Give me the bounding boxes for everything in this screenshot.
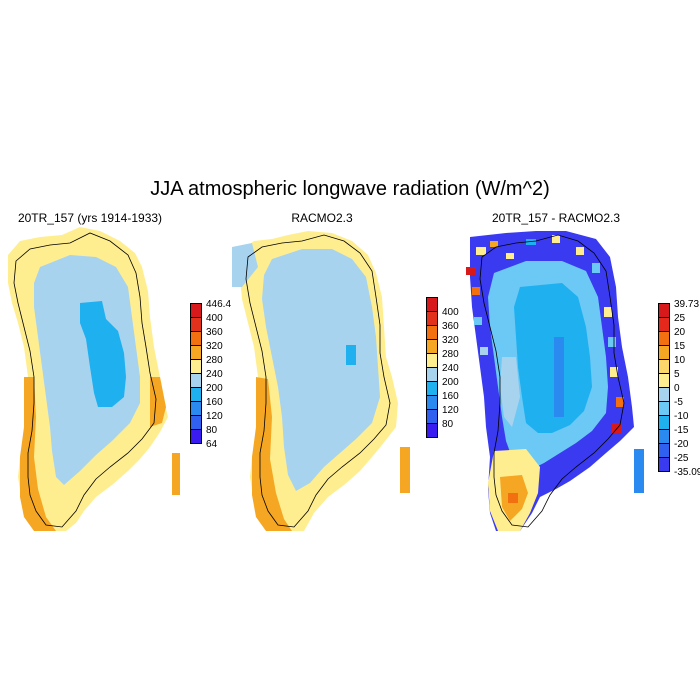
colorbar-segment [426, 409, 438, 424]
south-hot [508, 493, 518, 503]
colorbar-segment [190, 359, 202, 374]
colorbar-label: 320 [442, 335, 459, 346]
colorbar-label: 360 [206, 327, 223, 338]
panel-racmo: RACMO2.3 400 360 320 280 240 200 160 120 80 [232, 211, 459, 531]
greenland-map [0, 227, 180, 531]
orange-edge [20, 377, 56, 531]
colorbar-label: -10 [674, 411, 689, 422]
colorbar-label: 25 [674, 313, 686, 324]
colorbar-segment [190, 429, 202, 444]
coastline [245, 234, 391, 528]
colorbar-label: 80 [442, 419, 454, 430]
ice-mid [514, 283, 592, 433]
colorbar-label: 446.4 [206, 299, 232, 310]
colorbar-label: 360 [442, 321, 459, 332]
greenland-map [232, 227, 412, 531]
colorbar-segment [426, 339, 438, 354]
colorbar-label: 320 [206, 341, 223, 352]
colorbar-segment [658, 429, 670, 444]
colorbar-label: 64 [206, 439, 218, 450]
colorbar-label: 240 [206, 369, 223, 380]
light-interior [500, 357, 520, 427]
ice-core [80, 301, 126, 407]
colorbar-segment [426, 297, 438, 312]
colorbar-segment [658, 443, 670, 458]
colorbar-segment [190, 345, 202, 360]
ice-interior [34, 255, 140, 485]
ice-spot [346, 345, 356, 365]
colorbar-segment [426, 325, 438, 340]
colorbar-label: 280 [206, 355, 223, 366]
colorbar-label: 15 [674, 341, 686, 352]
colorbar-segment [658, 359, 670, 374]
colorbar-segment [190, 331, 202, 346]
colorbar-label: 120 [442, 405, 459, 416]
panel-model: 20TR_157 (yrs 1914-1933) [0, 211, 231, 531]
colorbar-label: 160 [442, 391, 459, 402]
colorbar-label: 0 [674, 383, 680, 394]
panel-title: 20TR_157 (yrs 1914-1933) [17, 211, 163, 225]
colorbar-segment [190, 387, 202, 402]
colorbar-label: 160 [206, 397, 223, 408]
colorbar-segment [426, 395, 438, 410]
colorbar-segment [426, 311, 438, 326]
colorbar-segment [190, 373, 202, 388]
colorbar-label: -20 [674, 439, 689, 450]
colorbar-segment [190, 317, 202, 332]
colorbar-label: 120 [206, 411, 223, 422]
colorbar-label: 80 [206, 425, 218, 436]
colorbar-segment [658, 457, 670, 472]
greenland-map [466, 227, 646, 531]
colorbar-segment [190, 303, 202, 318]
colorbar-segment [426, 367, 438, 382]
colorbar-segment [658, 415, 670, 430]
panel-title: RACMO2.3 [291, 211, 353, 225]
colorbar-segment [658, 373, 670, 388]
colorbar-segment [658, 387, 670, 402]
colorbar-label: 39.73 [674, 299, 700, 310]
ice-interior [262, 249, 380, 491]
corner-patch [232, 243, 258, 287]
colorbar-label: -25 [674, 453, 689, 464]
colorbar-label: 240 [442, 363, 459, 374]
colorbar-label: -5 [674, 397, 683, 408]
colorbar-label: -15 [674, 425, 689, 436]
colorbar-label: 400 [442, 307, 459, 318]
colorbar-segment [658, 345, 670, 360]
colorbar-segment [658, 401, 670, 416]
colorbar-label: 5 [674, 369, 680, 380]
colorbar-segment [658, 303, 670, 318]
colorbar-label: 200 [206, 383, 223, 394]
figure-title: JJA atmospheric longwave radiation (W/m^… [150, 178, 550, 200]
coastline [479, 234, 625, 528]
panel-difference: 20TR_157 - RACMO2.3 [466, 211, 700, 531]
colorbar-label: 20 [674, 327, 686, 338]
coastline [13, 232, 157, 528]
colorbar-label: 400 [206, 313, 223, 324]
panel-title: 20TR_157 - RACMO2.3 [491, 211, 621, 225]
island [172, 453, 180, 495]
colorbar-segment [190, 415, 202, 430]
island [634, 449, 644, 493]
colorbar-segment [658, 331, 670, 346]
colorbar-label: 280 [442, 349, 459, 360]
colorbar-segment [658, 317, 670, 332]
colorbar-segment [426, 381, 438, 396]
colorbar-segment [190, 401, 202, 416]
colorbar-segment [426, 353, 438, 368]
colorbar-label: 10 [674, 355, 686, 366]
colorbar-label: 200 [442, 377, 459, 388]
colorbar-label: -35.09 [674, 467, 700, 478]
island [400, 447, 410, 493]
colorbar-segment [426, 423, 438, 438]
ice-strip [554, 337, 564, 417]
